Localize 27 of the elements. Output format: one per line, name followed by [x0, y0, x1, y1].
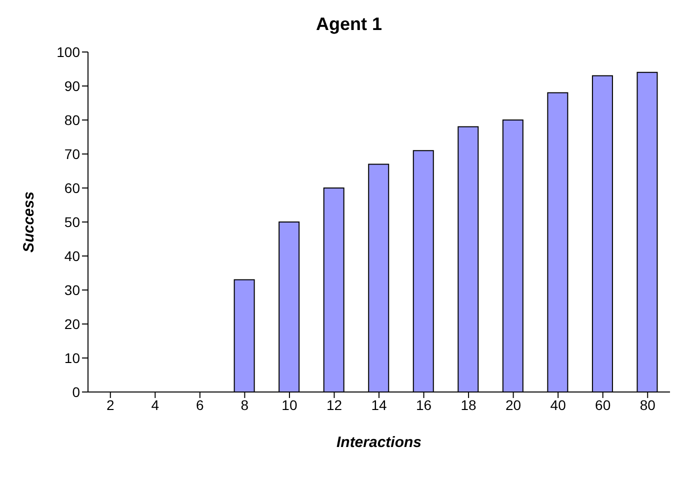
x-tick-label: 8	[240, 396, 249, 413]
x-tick-label: 18	[460, 396, 477, 413]
y-tick-label: 70	[64, 146, 80, 162]
y-tick-label: 60	[64, 180, 80, 196]
y-tick-label: 80	[64, 112, 80, 128]
x-tick-label: 20	[506, 396, 522, 413]
x-tick-label: 12	[326, 396, 342, 413]
y-tick-label: 50	[64, 214, 80, 230]
y-tick-label: 100	[56, 44, 80, 60]
y-tick-label: 10	[64, 350, 80, 366]
x-tick-label: 60	[595, 396, 611, 413]
y-tick-label: 40	[64, 248, 80, 264]
y-tick-label: 90	[64, 78, 80, 94]
x-tick-label: 10	[282, 396, 298, 413]
x-tick-label: 14	[371, 396, 387, 413]
x-axis-title: Interactions	[336, 434, 422, 451]
y-tick-label: 0	[72, 384, 80, 400]
y-tick-label: 30	[64, 282, 80, 298]
x-tick-label: 4	[151, 396, 160, 413]
chart-title: Agent 1	[314, 13, 383, 36]
x-tick-label: 16	[416, 396, 432, 413]
y-tick-label: 20	[64, 316, 80, 332]
x-tick-label: 80	[640, 396, 656, 413]
x-tick-label: 2	[106, 396, 114, 413]
y-axis-title: Success	[20, 192, 38, 252]
x-tick-label: 40	[550, 396, 566, 413]
x-tick-label: 6	[196, 396, 204, 413]
